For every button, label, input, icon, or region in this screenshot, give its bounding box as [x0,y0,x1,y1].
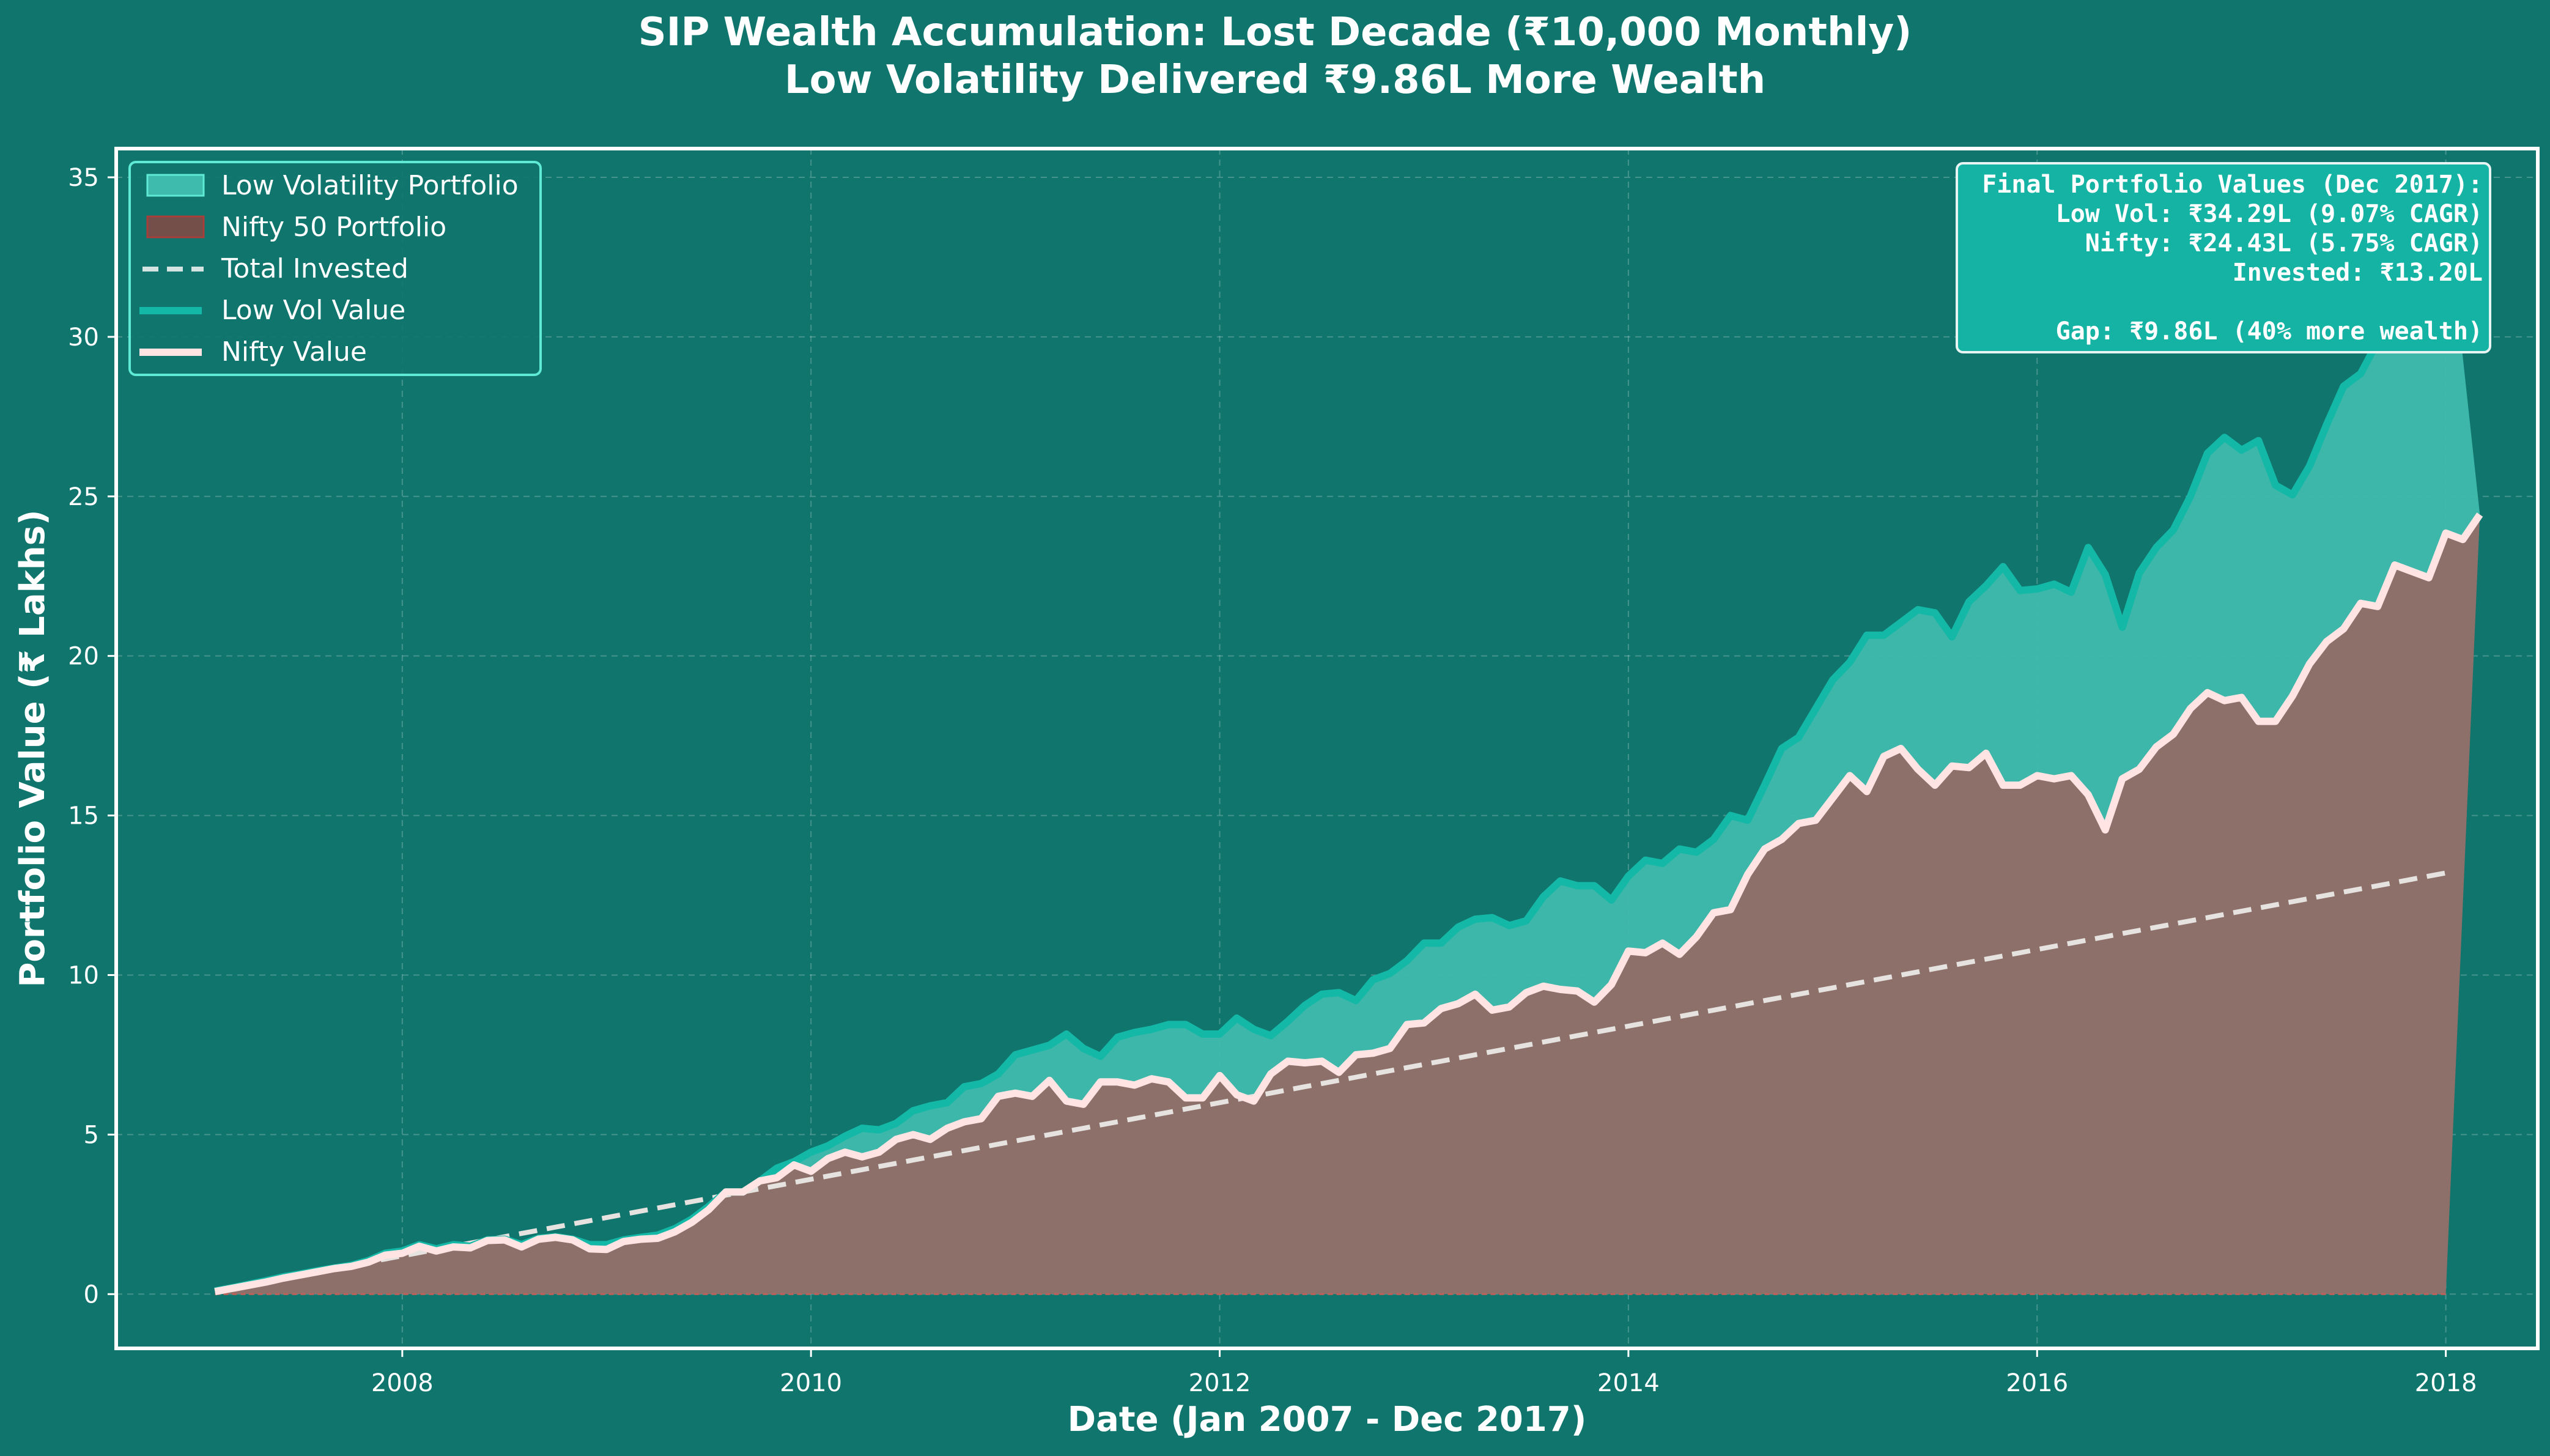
annotation-box [1956,162,2491,353]
y-tick-label: 30 [68,323,99,352]
legend-label: Nifty Value [221,336,367,368]
y-tick-label: 15 [68,802,99,830]
legend-label: Low Volatility Portfolio [221,170,519,201]
y-tick-label: 0 [84,1280,99,1309]
nifty-value-line [214,512,2483,1295]
final-values-annotation: Final Portfolio Values (Dec 2017):Low Vo… [1956,162,2491,353]
total-invested-line [214,870,2447,1294]
x-tick-label: 2012 [1189,1369,1251,1397]
legend-swatch-lowvol [146,174,205,197]
x-tick-label: 2008 [371,1369,434,1397]
x-tick-label: 2016 [2006,1369,2068,1397]
x-tick-label: 2010 [780,1369,842,1397]
x-tick-label: 2018 [2415,1369,2477,1397]
chart-title-line2: Low Volatility Delivered ₹9.86L More Wea… [784,57,1766,103]
y-tick-label: 5 [84,1121,99,1149]
chart-title: SIP Wealth Accumulation: Lost Decade (₹1… [0,9,2550,104]
nifty-area [215,514,2480,1295]
plot-frame [114,147,2540,1350]
y-tick-label: 20 [68,643,99,671]
annotation-line: Gap: ₹9.86L (40% more wealth) [2056,317,2483,346]
y-axis-label: Portfolio Value (₹ Lakhs) [13,509,53,987]
y-tick-label: 35 [68,164,99,192]
y-tick-label: 25 [68,483,99,511]
area-fills [215,200,2480,1295]
legend-swatch-nifty [146,215,205,238]
legend: Low Volatility Portfolio Nifty 50 Portfol… [128,161,542,376]
legend-label: Low Vol Value [221,295,405,326]
x-axis-label: Date (Jan 2007 - Dec 2017) [1068,1400,1587,1439]
lowvol-area [215,200,2480,1292]
legend-label: Nifty 50 Portfolio [221,212,446,243]
axis-ticks: 0 5 10 15 20 25 30 35 2008 2010 2012 2014 2016 2018 [68,164,2477,1397]
chart-title-line1: SIP Wealth Accumulation: Lost Decade (₹1… [638,10,1912,55]
annotation-line: Invested: ₹13.20L [2233,259,2483,287]
y-tick-label: 10 [68,961,99,989]
legend-box [128,161,542,376]
annotation-line: Final Portfolio Values (Dec 2017): [1982,171,2483,199]
annotation-line: Nifty: ₹24.43L (5.75% CAGR) [2085,229,2483,257]
series-lines [214,198,2483,1295]
annotation-line: Low Vol: ₹34.29L (9.07% CAGR) [2056,200,2483,228]
legend-label: Total Invested [221,253,408,284]
x-tick-label: 2014 [1597,1369,1660,1397]
